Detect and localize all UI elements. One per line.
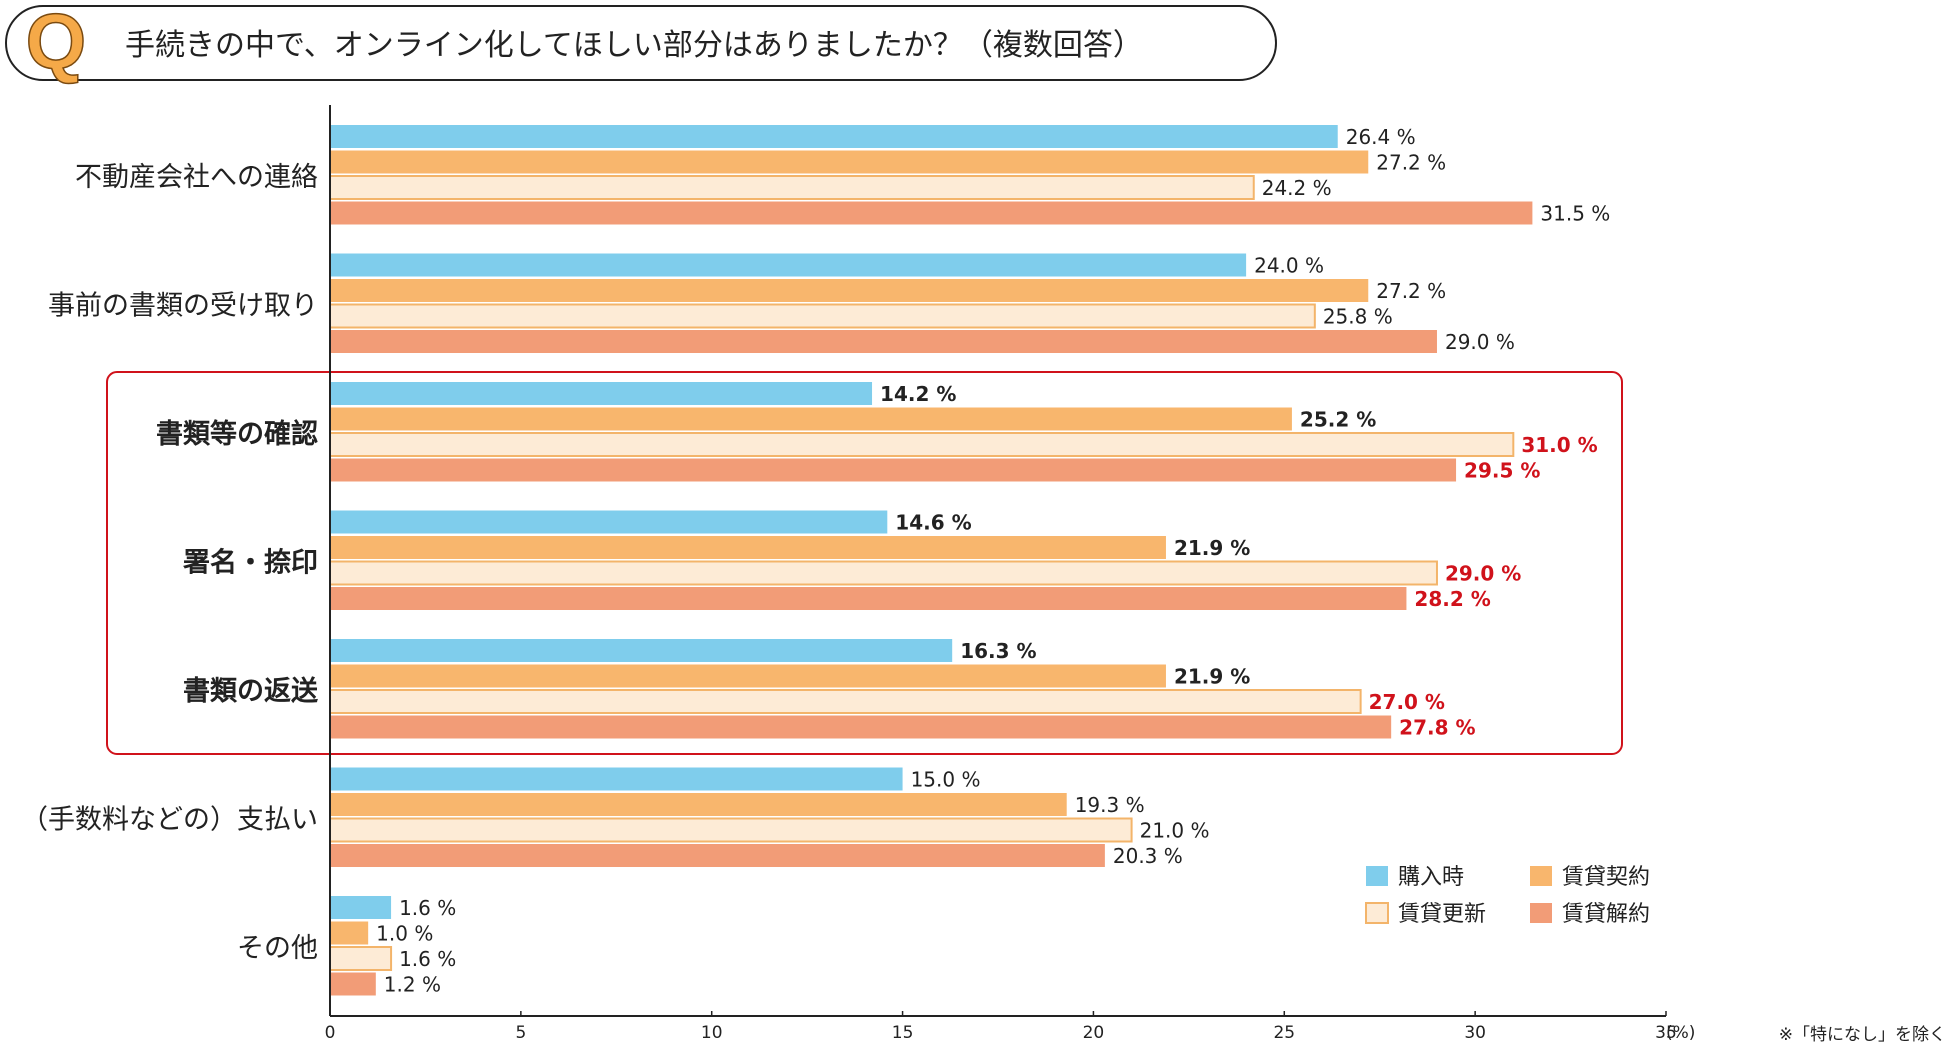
category-label: 書類の返送 <box>183 676 318 707</box>
unit-label: (%) <box>1666 1023 1695 1042</box>
category-label: （手数料などの）支払い <box>21 805 318 836</box>
title-bubble: Q 手続きの中で、オンライン化してほしい部分はありましたか？（複数回答） <box>5 0 1277 86</box>
bar-賃貸契約 <box>330 536 1166 559</box>
x-tick-label: 25 <box>1273 1023 1295 1042</box>
value-label: 24.0 % <box>1254 254 1324 278</box>
legend-label: 賃貸解約 <box>1562 902 1650 927</box>
bar-賃貸解約 <box>330 330 1437 353</box>
category-label: 書類等の確認 <box>156 418 318 450</box>
value-label: 25.8 % <box>1323 305 1393 329</box>
bar-賃貸更新 <box>329 946 393 971</box>
x-ticks-layer: 0 5 10 15 20 25 30 35 <box>325 1011 1677 1042</box>
value-label: 31.5 % <box>1540 202 1610 226</box>
value-label: 24.2 % <box>1262 176 1332 200</box>
bar-賃貸更新 <box>329 560 1438 586</box>
bars-layer <box>329 125 1533 996</box>
x-tick-label: 0 <box>325 1023 336 1042</box>
title-frame <box>5 5 1277 81</box>
value-label: 14.6 % <box>895 511 971 535</box>
bar-賃貸更新 <box>329 432 1515 457</box>
value-label: 29.5 % <box>1464 459 1540 483</box>
footnote: ※「特になし」を除く <box>1779 1025 1946 1042</box>
value-label: 21.9 % <box>1174 665 1250 689</box>
x-tick-label: 35 <box>1655 1023 1677 1042</box>
value-label: 1.6 % <box>399 896 456 920</box>
x-tick-label: 10 <box>701 1023 723 1042</box>
bar-賃貸契約 <box>330 664 1166 688</box>
value-label: 20.3 % <box>1113 844 1183 868</box>
value-labels-layer: 26.4 %27.2 %24.2 %31.5 %24.0 %27.2 %25.8… <box>376 125 1610 997</box>
chart-title: 手続きの中で、オンライン化してほしい部分はありましたか？（複数回答） <box>125 28 1143 63</box>
bar-賃貸更新 <box>329 689 1362 714</box>
value-label: 27.2 % <box>1376 151 1446 175</box>
legend-label: 賃貸更新 <box>1398 902 1486 927</box>
x-tick-label: 15 <box>892 1023 914 1042</box>
bar-賃貸解約 <box>330 844 1105 867</box>
value-label: 15.0 % <box>911 768 981 792</box>
bar-賃貸解約 <box>330 458 1457 482</box>
x-tick-label: 20 <box>1083 1023 1105 1042</box>
value-label: 21.9 % <box>1174 536 1250 560</box>
value-label: 25.2 % <box>1300 408 1376 432</box>
highlight-frame <box>106 371 1623 755</box>
value-label: 27.0 % <box>1369 690 1445 714</box>
bar-賃貸契約 <box>330 793 1067 816</box>
value-label: 14.2 % <box>880 382 956 406</box>
x-tick-label: 5 <box>515 1023 526 1042</box>
category-label: 署名・捺印 <box>183 547 318 579</box>
value-label: 28.2 % <box>1414 587 1490 611</box>
legend-swatch <box>1530 903 1552 923</box>
bar-賃貸解約 <box>330 587 1407 610</box>
value-label: 1.6 % <box>399 947 456 971</box>
value-label: 16.3 % <box>960 639 1036 663</box>
bar-購入時 <box>330 510 888 534</box>
question-q-icon: Q <box>26 0 87 85</box>
legend-label: 賃貸契約 <box>1562 865 1650 890</box>
bar-賃貸解約 <box>330 715 1392 739</box>
value-label: 1.0 % <box>376 922 433 946</box>
bar-賃貸契約 <box>330 279 1369 302</box>
value-label: 27.8 % <box>1399 716 1475 740</box>
bar-賃貸更新 <box>329 303 1316 329</box>
category-label: 事前の書類の受け取り <box>48 291 318 322</box>
bar-賃貸解約 <box>330 201 1533 225</box>
bar-賃貸更新 <box>329 175 1255 200</box>
bar-購入時 <box>330 639 953 662</box>
bar-購入時 <box>330 253 1247 277</box>
value-label: 31.0 % <box>1521 433 1597 457</box>
x-tick-label: 30 <box>1464 1023 1486 1042</box>
legend-swatch <box>1365 902 1389 924</box>
value-label: 27.2 % <box>1376 279 1446 303</box>
value-label: 29.0 % <box>1445 562 1521 586</box>
bar-購入時 <box>330 125 1338 148</box>
category-label: 不動産会社への連絡 <box>75 162 318 193</box>
value-label: 1.2 % <box>384 973 441 997</box>
value-label: 21.0 % <box>1140 819 1210 843</box>
legend-swatch <box>1530 866 1552 886</box>
bar-賃貸更新 <box>329 817 1133 843</box>
bar-賃貸契約 <box>330 150 1369 174</box>
value-label: 19.3 % <box>1075 793 1145 817</box>
category-label: その他 <box>237 933 318 964</box>
value-label: 29.0 % <box>1445 330 1515 354</box>
bar-購入時 <box>330 896 392 919</box>
bar-購入時 <box>330 767 903 791</box>
legend-label: 購入時 <box>1398 865 1464 890</box>
legend-swatch <box>1366 866 1388 886</box>
bar-賃貸解約 <box>330 972 376 996</box>
value-label: 26.4 % <box>1346 125 1416 149</box>
bar-購入時 <box>330 382 873 405</box>
bar-賃貸契約 <box>330 407 1292 431</box>
bar-賃貸契約 <box>330 921 369 945</box>
